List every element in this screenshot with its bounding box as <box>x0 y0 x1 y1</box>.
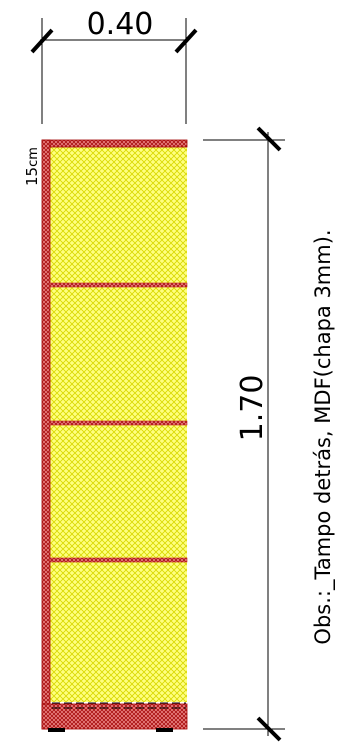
width-label: 0.40 <box>87 7 154 42</box>
thickness-annotation: 15cm <box>23 147 41 186</box>
cabinet <box>41 139 188 732</box>
height-tick-top <box>256 126 282 152</box>
note-text: Obs.:_Tampo detrás, MDF(chapa 3mm). <box>311 229 336 644</box>
thickness-label: 15cm <box>23 147 41 186</box>
shelf-3 <box>49 557 188 563</box>
width-dimension: 0.40 <box>30 7 198 124</box>
cabinet-side-board <box>41 139 51 730</box>
foot-left <box>48 728 65 732</box>
height-label: 1.70 <box>235 375 270 442</box>
height-dimension: 1.70 <box>203 126 285 742</box>
width-tick-left <box>30 28 54 54</box>
cabinet-top-board <box>41 139 188 148</box>
width-tick-right <box>174 28 198 54</box>
foot-right <box>156 728 173 732</box>
shelf-1 <box>49 282 188 288</box>
shelf-2 <box>49 420 188 426</box>
height-tick-bottom <box>256 716 282 742</box>
